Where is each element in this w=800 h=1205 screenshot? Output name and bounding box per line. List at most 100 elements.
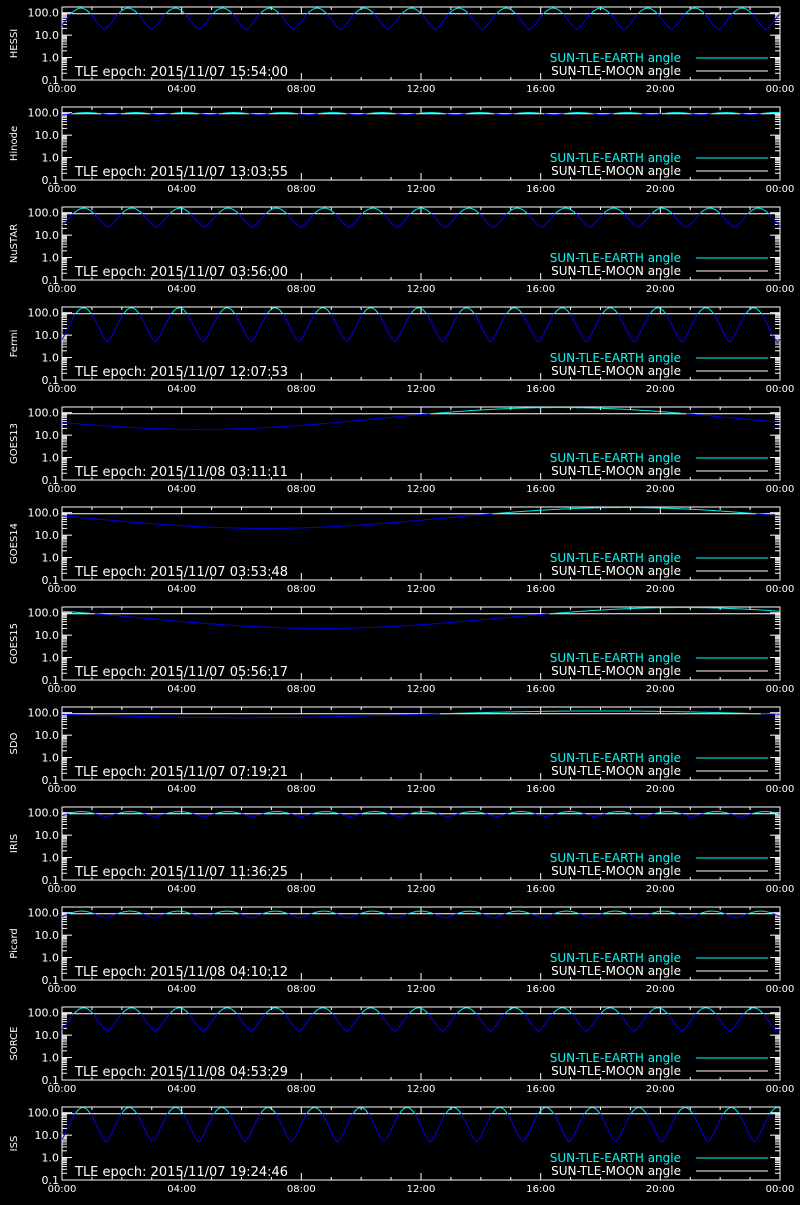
earth-angle-segment [475,22,476,23]
earth-angle-segment [297,340,298,341]
earth-angle-segment [65,20,66,21]
earth-angle-segment [442,22,443,23]
earth-angle-segment [147,327,148,329]
earth-angle-segment [121,214,122,215]
earth-angle-segment [308,220,309,221]
earth-angle-segment [98,23,99,24]
earth-angle-segment [648,317,649,318]
earth-angle-segment [245,29,246,30]
earth-angle-segment [340,220,341,221]
earth-angle-segment [105,226,106,227]
earth-angle-segment [657,14,658,15]
earth-angle-segment [539,340,540,341]
earth-angle-segment [100,331,101,333]
earth-angle-segment [668,318,669,319]
earth-angle-segment [305,223,306,224]
earth-angle-segment [586,341,587,342]
earth-angle-segment [536,22,537,23]
earth-angle-segment [196,220,197,221]
earth-angle-segment [349,20,350,21]
earth-angle-segment [372,12,373,13]
earth-angle-segment [150,222,151,223]
earth-angle-segment [326,309,327,310]
earth-angle-segment [330,210,331,211]
earth-angle-segment [468,13,469,14]
earth-angle-segment [709,19,710,20]
earth-angle-segment [418,11,419,12]
earth-angle-segment [386,327,387,329]
earth-angle-segment [570,314,571,315]
earth-angle-segment [434,29,435,30]
earth-angle-segment [163,17,164,18]
earth-angle-segment [444,19,445,20]
earth-angle-segment [625,28,626,29]
x-tick-label: 12:00 [407,384,436,395]
earth-angle-segment [400,224,401,225]
earth-angle-segment [205,23,206,24]
earth-angle-segment [213,324,214,326]
y-tick-label: 100.0 [28,407,60,420]
earth-angle-segment [726,21,727,22]
earth-angle-segment [166,323,167,325]
earth-angle-segment [398,337,399,338]
earth-angle-segment [311,217,312,218]
earth-angle-segment [381,23,382,24]
earth-angle-segment [477,318,478,319]
earth-angle-segment [623,29,624,30]
earth-angle-segment [187,314,188,315]
earth-angle-segment [491,340,492,341]
earth-angle-segment [381,318,382,319]
earth-angle-segment [380,22,381,23]
earth-angle-segment [87,10,88,11]
earth-angle-segment [116,219,117,220]
earth-angle-segment [214,217,215,218]
earth-angle-segment [356,324,357,326]
earth-angle-segment [417,10,418,11]
earth-angle-segment [96,323,97,325]
earth-angle-segment [151,223,152,224]
earth-angle-segment [328,311,329,312]
earth-angle-segment [193,324,194,326]
earth-angle-segment [110,24,111,25]
earth-angle-segment [221,311,222,312]
earth-angle-segment [478,212,479,213]
earth-angle-segment [344,339,345,340]
earth-angle-segment [282,210,283,211]
earth-angle-segment [379,20,380,21]
earth-angle-segment [530,217,531,218]
earth-angle-segment [74,315,75,316]
earth-angle-segment [340,219,341,220]
earth-angle-segment [324,12,325,13]
x-tick-label: 12:00 [407,184,436,195]
earth-angle-segment [751,13,752,14]
earth-angle-segment [497,224,498,225]
earth-angle-segment [142,213,143,214]
earth-angle-segment [212,219,213,220]
earth-angle-segment [551,217,552,218]
earth-angle-segment [103,223,104,224]
earth-angle-segment [689,10,690,11]
earth-angle-segment [639,227,640,228]
earth-angle-segment [96,216,97,217]
earth-angle-segment [608,12,609,13]
earth-angle-segment [386,217,387,218]
earth-angle-segment [574,212,575,213]
earth-angle-segment [640,226,641,227]
earth-angle-segment [709,309,710,310]
earth-angle-segment [531,28,532,29]
x-tick-label: 00:00 [48,484,77,495]
earth-angle-segment [770,25,771,26]
earth-angle-segment [718,321,719,323]
earth-angle-segment [311,319,312,321]
earth-angle-segment [622,212,623,213]
earth-angle-segment [402,329,403,331]
earth-angle-segment [190,214,191,215]
earth-angle-segment [607,210,608,211]
earth-angle-segment [552,217,553,218]
earth-angle-segment [239,22,240,23]
earth-angle-segment [599,318,600,319]
earth-angle-segment [258,329,259,331]
earth-angle-segment [765,319,766,321]
earth-angle-segment [577,326,578,328]
earth-angle-segment [443,227,444,228]
